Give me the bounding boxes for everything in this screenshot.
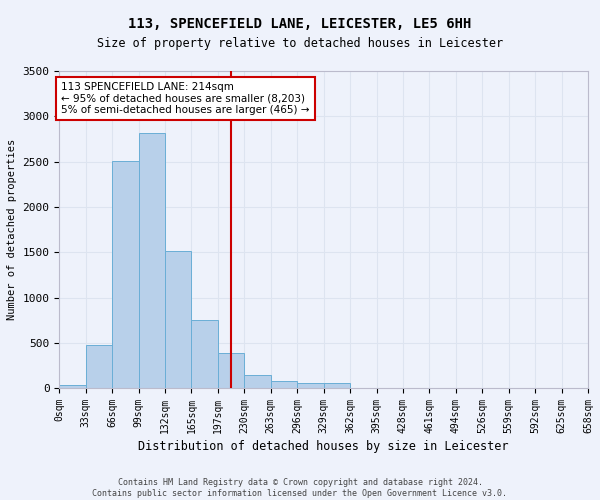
- Bar: [271, 381, 297, 388]
- Bar: [139, 132, 165, 388]
- Bar: [165, 252, 191, 388]
- Text: Size of property relative to detached houses in Leicester: Size of property relative to detached ho…: [97, 38, 503, 51]
- Bar: [218, 353, 244, 388]
- Text: 113 SPENCEFIELD LANE: 214sqm
← 95% of detached houses are smaller (8,203)
5% of : 113 SPENCEFIELD LANE: 214sqm ← 95% of de…: [61, 82, 310, 115]
- Text: Contains HM Land Registry data © Crown copyright and database right 2024.
Contai: Contains HM Land Registry data © Crown c…: [92, 478, 508, 498]
- Bar: [323, 382, 350, 388]
- Bar: [191, 320, 218, 388]
- X-axis label: Distribution of detached houses by size in Leicester: Distribution of detached houses by size …: [139, 440, 509, 453]
- Bar: [244, 374, 271, 388]
- Bar: [59, 386, 86, 388]
- Bar: [86, 344, 112, 388]
- Text: 113, SPENCEFIELD LANE, LEICESTER, LE5 6HH: 113, SPENCEFIELD LANE, LEICESTER, LE5 6H…: [128, 18, 472, 32]
- Bar: [297, 382, 323, 388]
- Bar: [112, 160, 139, 388]
- Y-axis label: Number of detached properties: Number of detached properties: [7, 139, 17, 320]
